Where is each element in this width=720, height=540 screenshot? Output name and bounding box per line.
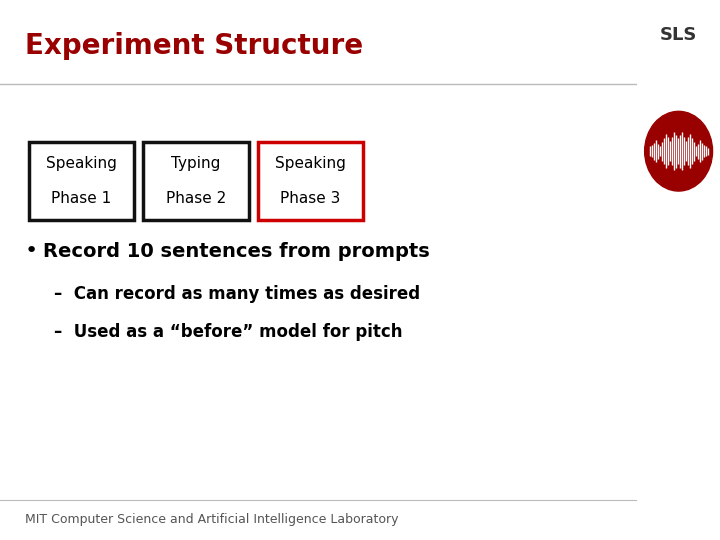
- Text: SLS: SLS: [660, 26, 697, 44]
- Bar: [29, 141, 134, 220]
- Text: Phase 3: Phase 3: [281, 191, 341, 206]
- Text: Experiment Structure: Experiment Structure: [25, 32, 364, 60]
- Circle shape: [644, 111, 713, 191]
- Text: Phase 1: Phase 1: [51, 191, 112, 206]
- Text: Speaking: Speaking: [275, 156, 346, 171]
- Text: Record 10 sentences from prompts: Record 10 sentences from prompts: [43, 241, 430, 261]
- Text: Speaking: Speaking: [46, 156, 117, 171]
- Text: Typing: Typing: [171, 156, 220, 171]
- Text: –  Used as a “before” model for pitch: – Used as a “before” model for pitch: [54, 323, 402, 341]
- Bar: [143, 141, 248, 220]
- Bar: [258, 141, 363, 220]
- Text: •: •: [24, 241, 37, 261]
- Text: –  Can record as many times as desired: – Can record as many times as desired: [54, 285, 420, 303]
- Text: Phase 2: Phase 2: [166, 191, 226, 206]
- Text: MIT Computer Science and Artificial Intelligence Laboratory: MIT Computer Science and Artificial Inte…: [25, 513, 399, 526]
